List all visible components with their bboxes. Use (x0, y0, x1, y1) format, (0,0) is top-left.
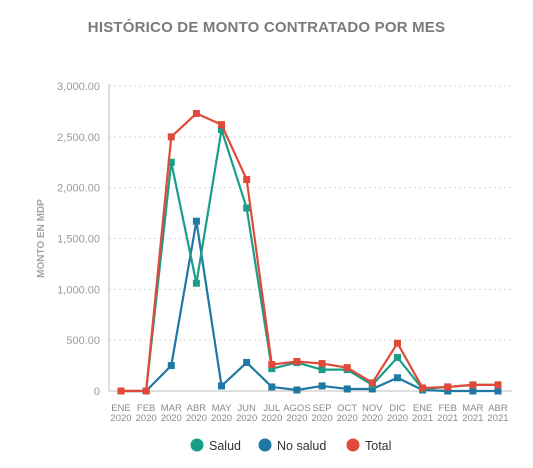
data-point (268, 361, 276, 369)
legend-label: Salud (209, 439, 241, 453)
y-axis-title: MONTO EN MDP (36, 199, 47, 278)
y-tick-label: 3,000.00 (57, 81, 100, 93)
legend-label: No salud (277, 439, 326, 453)
y-tick-label: 0 (94, 386, 100, 398)
data-point (268, 365, 276, 373)
series-line-salud (121, 128, 498, 393)
data-point (167, 133, 175, 141)
data-point (343, 364, 351, 372)
axes: 0 500.00 1,000.00 1,500.00 2,000.00 2,500.00 3… (36, 81, 512, 424)
legend-marker (190, 438, 204, 452)
data-point (218, 121, 226, 129)
data-point (117, 387, 125, 395)
data-point (494, 381, 502, 389)
x-tick-label-month: JUL (263, 403, 280, 414)
data-point (293, 358, 301, 366)
y-tick-label: 500.00 (66, 335, 100, 347)
x-tick-label-year: 2020 (186, 413, 207, 424)
data-point (167, 362, 175, 370)
series-line-no-salud (121, 220, 498, 393)
data-point (142, 387, 150, 395)
x-tick-label-month: ENE (413, 403, 433, 414)
y-tick-label: 2,500.00 (57, 132, 100, 144)
data-point (419, 384, 427, 392)
x-tick-label-month: ENE (111, 403, 131, 414)
legend-label: Total (365, 439, 391, 453)
x-tick-label-month: DIC (389, 403, 406, 414)
data-point (444, 387, 452, 395)
data-point (318, 360, 326, 368)
x-tick-label-month: ABR (488, 403, 508, 414)
legend: Salud No salud Total (190, 438, 391, 453)
data-point (293, 386, 301, 394)
series-line-total (121, 112, 498, 393)
data-point (268, 383, 276, 391)
data-point (318, 366, 326, 374)
y-tick-label: 1,000.00 (57, 284, 100, 296)
data-point (192, 217, 200, 225)
x-tick-label-year: 2020 (211, 413, 232, 424)
data-point (343, 385, 351, 393)
data-point (444, 383, 452, 391)
x-tick-label-month: OCT (337, 403, 357, 414)
x-tick-label-year: 2020 (286, 413, 307, 424)
x-tick-label-month: SEP (313, 403, 332, 414)
y-tick-label: 2,000.00 (57, 183, 100, 195)
x-tick-label-year: 2020 (161, 413, 182, 424)
x-tick-label-month: AGOS (283, 403, 310, 414)
data-point (494, 387, 502, 395)
data-point (192, 279, 200, 287)
x-tick-label-year: 2021 (437, 413, 458, 424)
x-tick-label-month: MAR (462, 403, 483, 414)
x-tick-label-year: 2020 (362, 413, 383, 424)
data-point (167, 158, 175, 166)
legend-marker (258, 438, 272, 452)
data-point (243, 176, 251, 184)
chart-title: HISTÓRICO DE MONTO CONTRATADO POR MES (87, 19, 446, 36)
data-point (318, 382, 326, 390)
x-tick-label-month: MAY (212, 403, 233, 414)
data-point (218, 126, 226, 134)
data-point (218, 382, 226, 390)
y-tick-label: 1,500.00 (57, 234, 100, 246)
x-tick-label-year: 2021 (412, 413, 433, 424)
data-point (393, 339, 401, 347)
data-point (192, 109, 200, 117)
x-tick-label-year: 2020 (236, 413, 257, 424)
x-tick-label-month: ABR (187, 403, 207, 414)
x-tick-label-year: 2020 (136, 413, 157, 424)
grid-lines (109, 85, 512, 341)
x-tick-label-year: 2020 (387, 413, 408, 424)
data-point (243, 204, 251, 212)
data-point (243, 359, 251, 367)
x-tick-label-year: 2020 (311, 413, 332, 424)
data-point (393, 353, 401, 361)
data-point (368, 385, 376, 393)
x-tick-label-year: 2021 (462, 413, 483, 424)
x-tick-label-month: JUN (237, 403, 256, 414)
data-point (469, 381, 477, 389)
data-point (469, 387, 477, 395)
legend-marker (346, 438, 360, 452)
data-point (368, 379, 376, 387)
series-lines (117, 109, 502, 395)
data-point (393, 374, 401, 382)
x-tick-label-year: 2020 (337, 413, 358, 424)
x-tick-label-month: MAR (161, 403, 182, 414)
x-tick-label-month: FEB (438, 403, 456, 414)
x-tick-label-year: 2021 (487, 413, 508, 424)
x-tick-label-month: FEB (137, 403, 155, 414)
x-tick-label-year: 2020 (261, 413, 282, 424)
x-tick-label-year: 2020 (110, 413, 131, 424)
x-tick-label-month: NOV (362, 403, 383, 414)
